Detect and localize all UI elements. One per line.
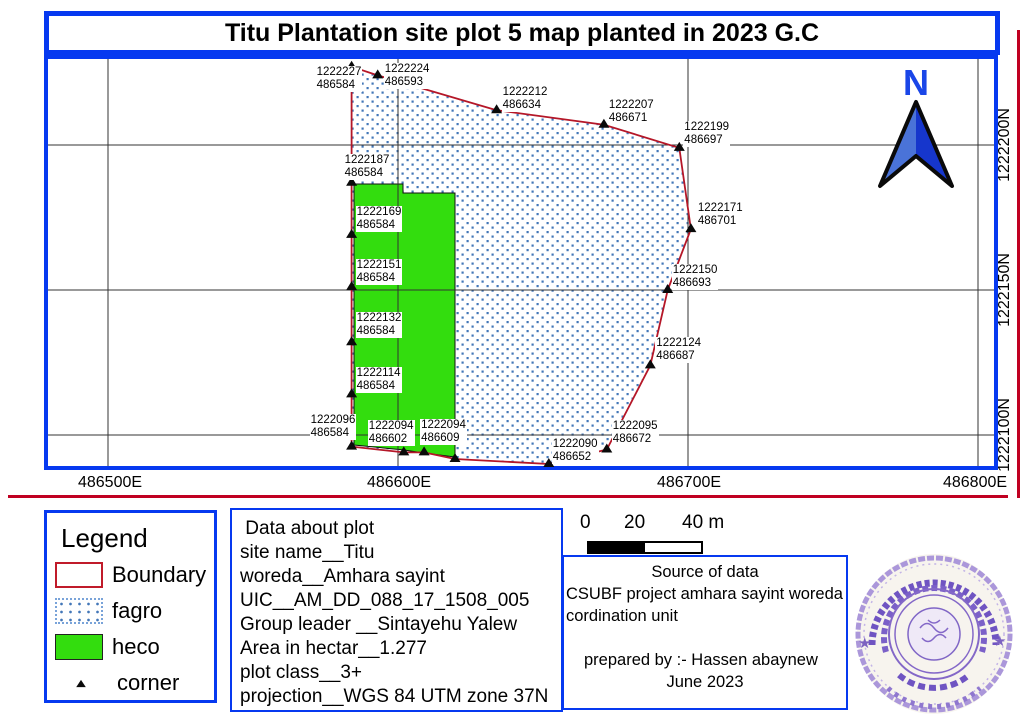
boundary-swatch: [55, 562, 103, 588]
plot-info-line: woreda__Amhara sayint: [240, 566, 445, 587]
legend-item-boundary: Boundary: [55, 560, 214, 590]
heco-swatch: [55, 634, 103, 660]
stamp-star-left: ★: [858, 635, 871, 652]
corner-label: 1222212 486634: [501, 86, 549, 113]
stamp-arc-text-outer: [868, 579, 1000, 646]
corner-label: 1222169 486584: [355, 205, 403, 232]
source-title: Source of data: [651, 563, 759, 581]
legend-item-label: corner: [117, 670, 180, 695]
plot-info-line: UIC__AM_DD_088_17_1508_005: [240, 590, 530, 611]
legend-item-label: fagro: [112, 598, 163, 623]
corner-label: 1222090 486652: [551, 438, 599, 464]
scale-label-0: 0: [580, 512, 591, 533]
x-tick-486600e: 486600E: [366, 474, 432, 491]
stamp-star-right: ★: [993, 633, 1006, 650]
stamp-arc-text-bottom: [897, 672, 971, 691]
source-line: CSUBF project amhara sayint woreda: [566, 585, 843, 603]
bottom-rule: [8, 495, 1008, 498]
y-tick-1222100n: 1222100N: [996, 398, 1013, 472]
legend-item-heco: heco: [55, 632, 214, 662]
stamp-emblem: [907, 607, 961, 661]
scale-label-40m: 40 m: [682, 512, 725, 533]
corner-label: 1222094 486609: [420, 419, 467, 446]
corner-marker-icon: [76, 679, 86, 687]
corner-label: 1222095 486672: [611, 419, 659, 446]
corner-label: 1222224 486593: [383, 63, 431, 90]
official-stamp: ★ ★: [855, 554, 1013, 714]
x-tick-486500e: 486500E: [77, 474, 143, 491]
source-panel: Source of data CSUBF project amhara sayi…: [562, 555, 848, 710]
source-line: cordination unit: [566, 607, 678, 625]
x-tick-486700e: 486700E: [656, 474, 722, 491]
plot-info-line: Data about plot: [240, 518, 375, 539]
corner-label: 1222227 486584: [315, 65, 363, 92]
plot-info-panel: Data about plot site name__Titu woreda__…: [230, 508, 563, 712]
legend-title: Legend: [61, 523, 148, 553]
corner-label: 1222124 486687: [655, 337, 703, 364]
plot-info-line: plot class__3+: [240, 662, 362, 683]
right-rule: [1017, 30, 1020, 498]
corner-label: 1222171 486701: [696, 202, 744, 229]
source-date: June 2023: [666, 673, 744, 691]
corner-label: 1222150 486693: [671, 264, 719, 290]
legend-item-fagro: fagro: [55, 596, 214, 626]
plot-info-line: Area in hectar__1.277: [240, 638, 427, 659]
legend-item-label: heco: [112, 634, 160, 659]
legend-item-label: Boundary: [112, 562, 207, 587]
corner-label: 1222114 486584: [355, 367, 402, 394]
corner-label: 1222199 486697: [683, 120, 731, 147]
y-tick-1222200n: 1222200N: [996, 108, 1013, 182]
fagro-swatch: [55, 598, 103, 624]
plot-info-line: Group leader __Sintayehu Yalew: [240, 614, 518, 635]
page-title: Titu Plantation site plot 5 map planted …: [44, 11, 1000, 55]
corner-label: 1222132 486584: [355, 312, 403, 339]
scale-bar: [587, 541, 703, 554]
corner-label: 1222187 486584: [343, 153, 391, 180]
corner-label: 1222096 486584: [309, 413, 357, 440]
scale-label-20: 20: [624, 512, 646, 533]
x-tick-486800e: 486800E: [942, 474, 1008, 491]
north-label: N: [903, 62, 929, 103]
corner-label: 1222207 486671: [607, 98, 655, 125]
corner-label: 1222094 486602: [367, 420, 415, 447]
legend-item-corner: corner: [55, 668, 214, 698]
plot-info-line: projection__WGS 84 UTM zone 37N: [240, 686, 549, 707]
map-frame: [44, 55, 998, 470]
corner-label: 1222151 486584: [355, 259, 403, 286]
legend: Legend Boundary fagro heco corner: [44, 510, 217, 703]
y-tick-1222150n: 1222150N: [996, 253, 1013, 327]
scale-bar-fill: [589, 543, 645, 552]
plot-info-line: site name__Titu: [240, 542, 375, 563]
source-prepared-by: prepared by :- Hassen abaynew: [584, 651, 818, 669]
